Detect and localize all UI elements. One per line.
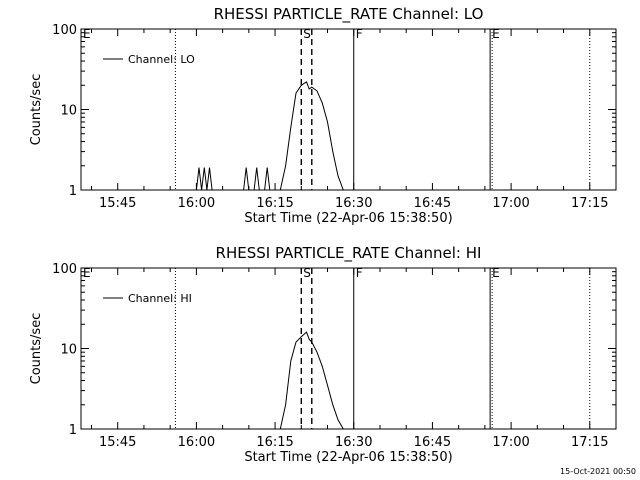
x-tick-label: 17:15 (571, 435, 608, 450)
x-axis-label: Start Time (22-Apr-06 15:38:50) (244, 211, 452, 226)
y-axis-label: Counts/sec (29, 313, 44, 385)
x-tick-label: 17:00 (492, 435, 529, 450)
annotation-marker-S: S (303, 27, 311, 41)
x-tick-label: 16:30 (335, 196, 372, 211)
chart-panel-0: RHESSI PARTICLE_RATE Channel: LO Counts/s… (29, 5, 617, 226)
annotation-marker-E: E (492, 27, 500, 41)
annotation-marker-E: E (83, 266, 91, 280)
x-tick-label: 15:45 (99, 435, 136, 450)
legend-label: Channel: LO (128, 53, 195, 66)
annotation-marker-F: F (356, 266, 363, 280)
annotation-marker-E: E (83, 27, 91, 41)
x-axis-label: Start Time (22-Apr-06 15:38:50) (244, 450, 452, 465)
y-tick-label: 10 (60, 104, 77, 119)
x-tick-label: 17:15 (571, 196, 608, 211)
annotation-marker-S: S (303, 266, 311, 280)
footer-timestamp: 15-Oct-2021 00:50 (560, 467, 636, 476)
x-tick-label: 17:00 (492, 196, 529, 211)
y-tick-label: 1 (69, 184, 77, 199)
x-tick-label: 16:30 (335, 435, 372, 450)
x-tick-label: 16:45 (414, 196, 451, 211)
x-tick-label: 15:45 (99, 196, 136, 211)
chart-panel-1: RHESSI PARTICLE_RATE Channel: HI Counts/s… (29, 244, 617, 465)
x-tick-label: 16:00 (178, 435, 215, 450)
y-axis-label: Counts/sec (29, 74, 44, 146)
legend-label: Channel: HI (128, 292, 192, 305)
annotation-marker-F: F (356, 27, 363, 41)
x-tick-label: 16:45 (414, 435, 451, 450)
annotation-marker-E: E (492, 266, 500, 280)
x-tick-label: 16:00 (178, 196, 215, 211)
y-tick-label: 1 (69, 423, 77, 438)
y-tick-label: 10 (60, 343, 77, 358)
chart-title: RHESSI PARTICLE_RATE Channel: HI (216, 244, 482, 263)
chart-title: RHESSI PARTICLE_RATE Channel: LO (214, 5, 484, 24)
series-line (81, 81, 616, 191)
x-tick-label: 16:15 (256, 196, 293, 211)
y-tick-label: 100 (52, 262, 77, 277)
x-tick-label: 16:15 (256, 435, 293, 450)
y-tick-label: 100 (52, 23, 77, 38)
